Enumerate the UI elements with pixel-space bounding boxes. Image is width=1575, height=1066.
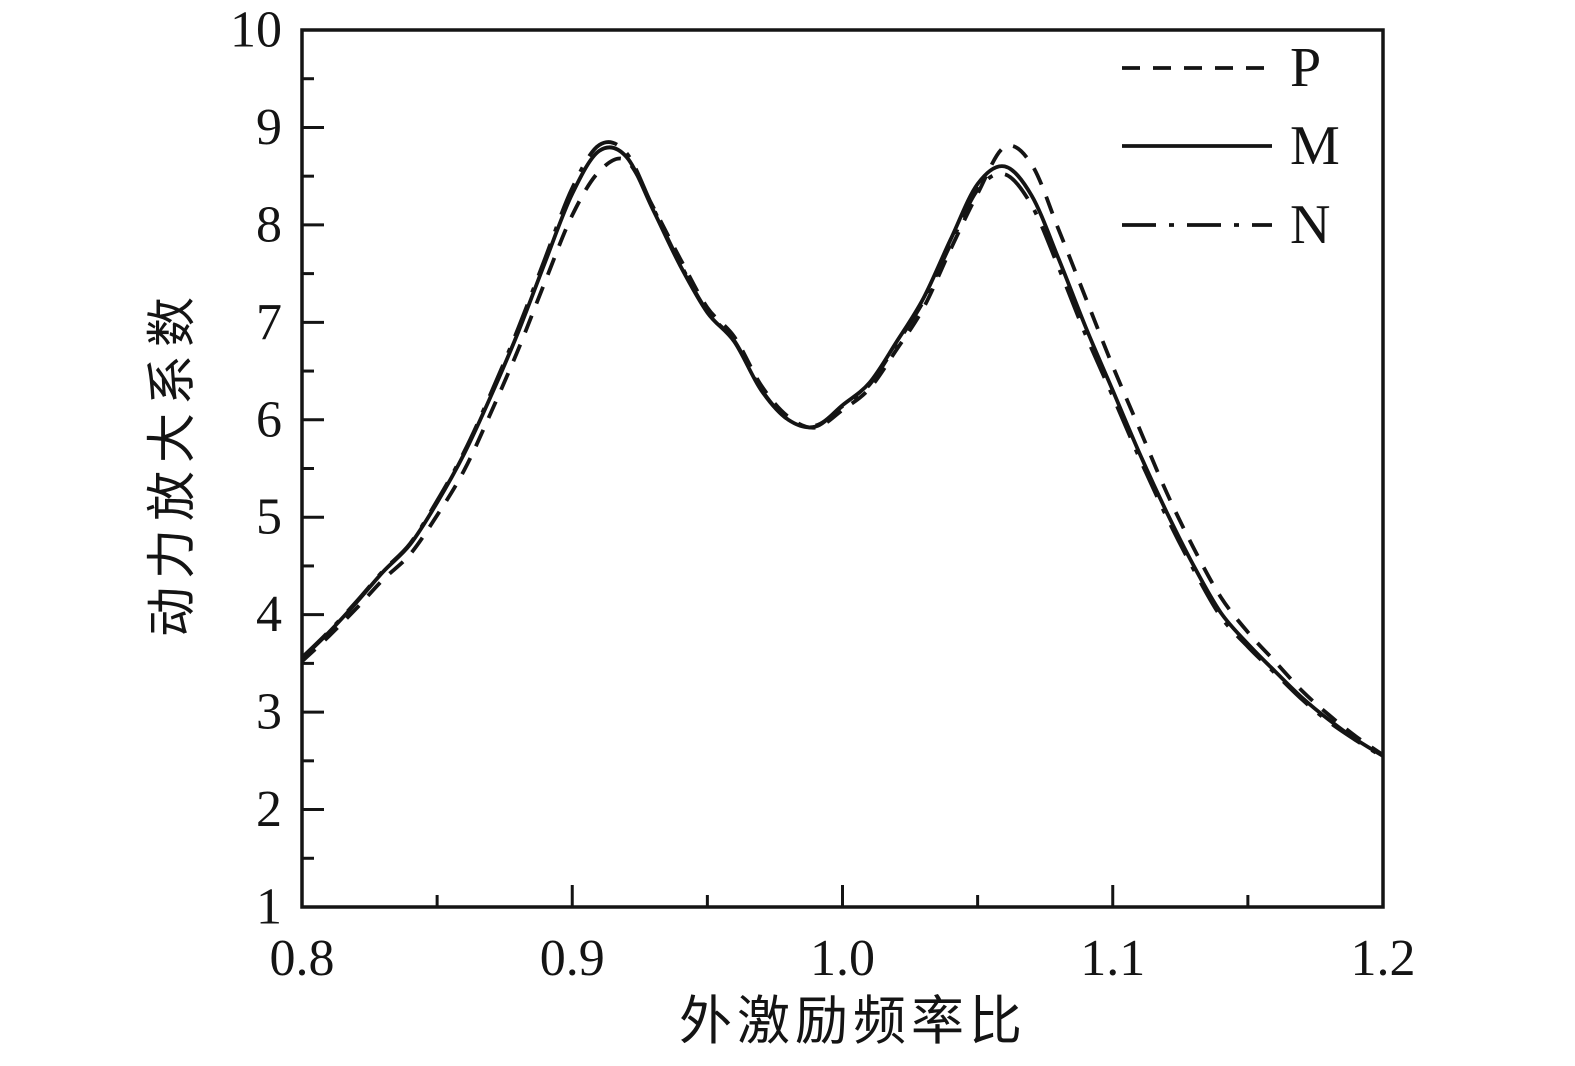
y-tick-label: 3 [256,684,282,741]
y-tick-label: 1 [256,879,282,936]
x-tick-label: 1.2 [1351,930,1416,987]
series-N-line [300,140,1384,759]
legend-M-label: M [1290,115,1340,177]
legend-P-label: P [1290,37,1321,99]
series-P-line [300,143,1385,757]
y-axis-title: 动力放大系数 [144,289,200,637]
x-tick-label: 1.1 [1080,930,1145,987]
y-tick-label: 10 [230,2,282,59]
y-tick-label: 5 [256,489,282,546]
y-tick-label: 4 [256,586,282,643]
x-tick-label: 1.0 [810,930,875,987]
x-tick-label: 0.8 [270,930,335,987]
x-tick-label: 0.9 [540,930,605,987]
y-tick-label: 2 [256,781,282,838]
y-tick-label: 8 [256,196,282,253]
legend-N-label: N [1290,194,1330,256]
y-tick-label: 7 [256,294,282,351]
y-tick-label: 9 [256,99,282,156]
x-axis-title: 外激励频率比 [679,993,1027,1051]
y-tick-label: 6 [256,391,282,448]
